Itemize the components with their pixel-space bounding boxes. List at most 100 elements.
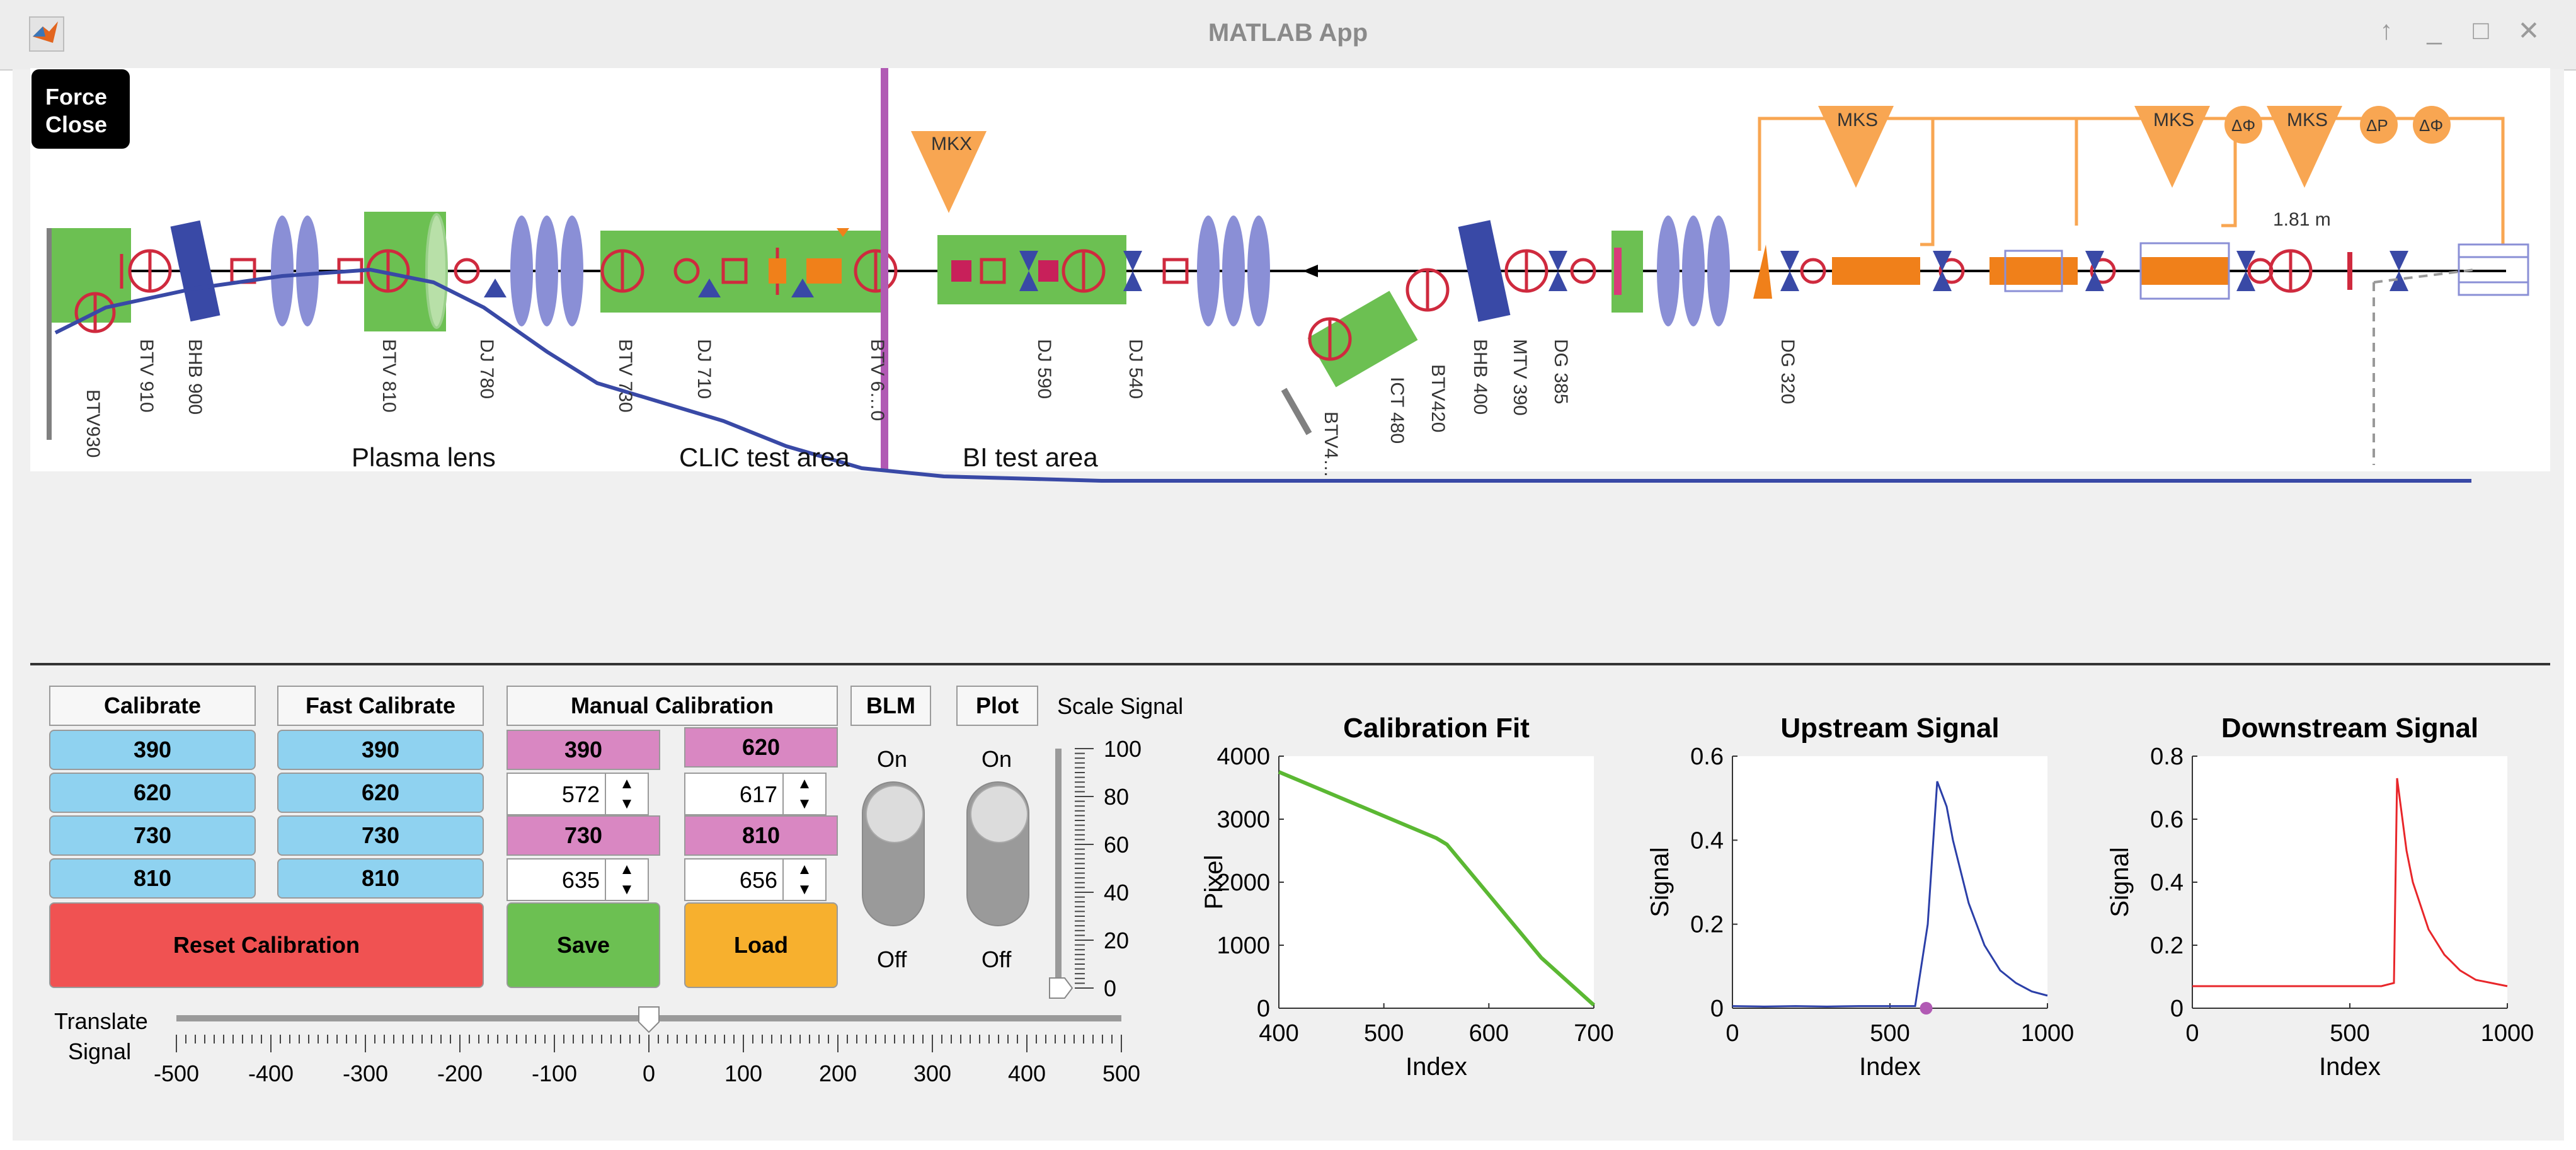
device-label: MTV 390 bbox=[1509, 339, 1530, 416]
device-label: DJ 590 bbox=[1034, 339, 1055, 399]
slider-tick-label: 200 bbox=[819, 1061, 857, 1086]
area-label: BI test area bbox=[963, 442, 1098, 472]
quadrupole bbox=[1247, 216, 1270, 326]
spinner-value[interactable]: 572 bbox=[561, 781, 600, 807]
phase-label: ΔΦ bbox=[2231, 116, 2255, 135]
calibrate-620-button[interactable]: 620 bbox=[49, 773, 256, 813]
plot-area bbox=[1732, 756, 2047, 1008]
klystron-label: MKS bbox=[1837, 110, 1878, 130]
beam-monitor bbox=[454, 258, 480, 284]
blm-toggle-switch[interactable] bbox=[862, 781, 925, 926]
spinner-value[interactable]: 617 bbox=[739, 781, 777, 807]
quadrupole bbox=[535, 216, 558, 326]
save-button[interactable]: Save bbox=[507, 902, 660, 988]
blm-button[interactable]: BLM bbox=[850, 686, 931, 726]
beam-monitor bbox=[673, 258, 700, 284]
x-axis-label: Index bbox=[1859, 1053, 1921, 1081]
y-tick-label: 0 bbox=[1257, 996, 1270, 1022]
calibrate-730-button[interactable]: 730 bbox=[49, 815, 256, 856]
y-tick-label: 0 bbox=[1710, 996, 1724, 1022]
spinner-up-icon[interactable]: ▲ bbox=[619, 861, 634, 878]
plot-button[interactable]: Plot bbox=[956, 686, 1038, 726]
quadrupole bbox=[296, 216, 319, 326]
chart-title: Downstream Signal bbox=[2221, 713, 2478, 744]
title-bar: MATLAB App ↑ _ □ ✕ bbox=[0, 0, 2576, 71]
load-button[interactable]: Load bbox=[684, 902, 838, 988]
spinner-down-icon[interactable]: ▼ bbox=[797, 881, 812, 898]
manual-spinner-730[interactable]: 635 ▲ ▼ bbox=[507, 858, 649, 901]
klystron-mks bbox=[2134, 106, 2210, 188]
spinner-up-icon[interactable]: ▲ bbox=[797, 861, 812, 878]
klystron-mkx bbox=[911, 131, 987, 213]
y-axis-label: Pixel bbox=[1200, 855, 1228, 910]
series-line-downstream bbox=[2192, 778, 2508, 987]
plot-toggle-switch[interactable] bbox=[966, 781, 1029, 926]
spinner-up-icon[interactable]: ▲ bbox=[619, 775, 634, 792]
reset-calibration-button[interactable]: Reset Calibration bbox=[49, 902, 484, 988]
force-close-button[interactable]: Force Close bbox=[31, 69, 130, 149]
quadrupole bbox=[1682, 216, 1705, 326]
x-tick-label: 500 bbox=[1870, 1020, 1909, 1047]
toggle-knob[interactable] bbox=[866, 785, 924, 843]
device-label: DJ 780 bbox=[476, 339, 497, 399]
x-tick-label: 400 bbox=[1259, 1020, 1298, 1047]
manual-spinner-620[interactable]: 617 ▲ ▼ bbox=[684, 773, 827, 815]
slider-tick-label: 100 bbox=[1104, 736, 1142, 762]
spinner-down-icon[interactable]: ▼ bbox=[619, 795, 634, 812]
dj-element bbox=[980, 258, 1006, 284]
spinner-down-icon[interactable]: ▼ bbox=[797, 795, 812, 812]
slider-tick-label: 500 bbox=[1102, 1061, 1140, 1086]
slider-tick-label: -500 bbox=[154, 1061, 199, 1086]
calibrate-button[interactable]: Calibrate bbox=[49, 686, 256, 726]
fast-calibrate-810-button[interactable]: 810 bbox=[277, 858, 484, 899]
translate-signal-label-2: Signal bbox=[68, 1038, 132, 1064]
slider-tick-label: 0 bbox=[1104, 975, 1116, 1001]
klystron-mks bbox=[2267, 106, 2342, 188]
device-label: DG 320 bbox=[1777, 339, 1798, 404]
y-tick-label: 0.6 bbox=[1690, 744, 1724, 770]
x-tick-label: 1000 bbox=[2481, 1020, 2534, 1047]
device-label: BTV930 bbox=[83, 389, 103, 457]
fast-calibrate-620-button[interactable]: 620 bbox=[277, 773, 484, 813]
calibrate-810-button[interactable]: 810 bbox=[49, 858, 256, 899]
distance-label: 1.81 m bbox=[2273, 209, 2331, 230]
spinner-value[interactable]: 656 bbox=[739, 867, 777, 893]
x-axis-label: Index bbox=[1405, 1053, 1467, 1081]
x-tick-label: 0 bbox=[1726, 1020, 1739, 1047]
fast-calibrate-390-button[interactable]: 390 bbox=[277, 730, 484, 770]
maximize-icon[interactable]: □ bbox=[2473, 15, 2489, 45]
fast-calibrate-button[interactable]: Fast Calibrate bbox=[277, 686, 484, 726]
manual-calibration-button[interactable]: Manual Calibration bbox=[507, 686, 838, 726]
calibrate-390-button[interactable]: 390 bbox=[49, 730, 256, 770]
chart-title: Calibration Fit bbox=[1343, 713, 1530, 744]
spinner-down-icon[interactable]: ▼ bbox=[619, 881, 634, 898]
manual-header-810: 810 bbox=[684, 815, 838, 856]
y-tick-label: 0.6 bbox=[2150, 807, 2184, 833]
quadrupole bbox=[271, 216, 294, 326]
spinner-value[interactable]: 635 bbox=[561, 867, 600, 893]
spinner-up-icon[interactable]: ▲ bbox=[797, 775, 812, 792]
signal-marker bbox=[1920, 1002, 1933, 1015]
translate-signal-label: Translate bbox=[54, 1008, 148, 1034]
slider-tick-label: 0 bbox=[643, 1061, 655, 1086]
y-tick-label: 4000 bbox=[1216, 744, 1270, 770]
scale-signal-slider[interactable]: 100 80 60 40 20 0 bbox=[1046, 736, 1159, 1001]
fast-calibrate-730-button[interactable]: 730 bbox=[277, 815, 484, 856]
toggle-knob[interactable] bbox=[970, 785, 1028, 843]
slider-tick-label: 60 bbox=[1104, 832, 1129, 858]
y-tick-label: 2000 bbox=[1216, 870, 1270, 896]
minimize-icon[interactable]: _ bbox=[2427, 15, 2442, 45]
window-up-icon[interactable]: ↑ bbox=[2379, 15, 2393, 45]
translate-signal-slider[interactable]: -500 -400 -300 -200 -100 0 100 200 300 400 500 bbox=[151, 1002, 1159, 1090]
manual-spinner-810[interactable]: 656 ▲ ▼ bbox=[684, 858, 827, 901]
x-tick-label: 500 bbox=[2330, 1020, 2369, 1047]
device-label: BTV4… bbox=[1320, 411, 1341, 478]
close-icon[interactable]: ✕ bbox=[2517, 16, 2540, 45]
slider-tick-label: -300 bbox=[343, 1061, 388, 1086]
dj-element bbox=[1162, 258, 1189, 284]
series-line-upstream bbox=[1732, 781, 2048, 1008]
manual-spinner-390[interactable]: 572 ▲ ▼ bbox=[507, 773, 649, 815]
accelerating-structure bbox=[1832, 257, 1920, 285]
accelerating-structure bbox=[806, 258, 842, 284]
